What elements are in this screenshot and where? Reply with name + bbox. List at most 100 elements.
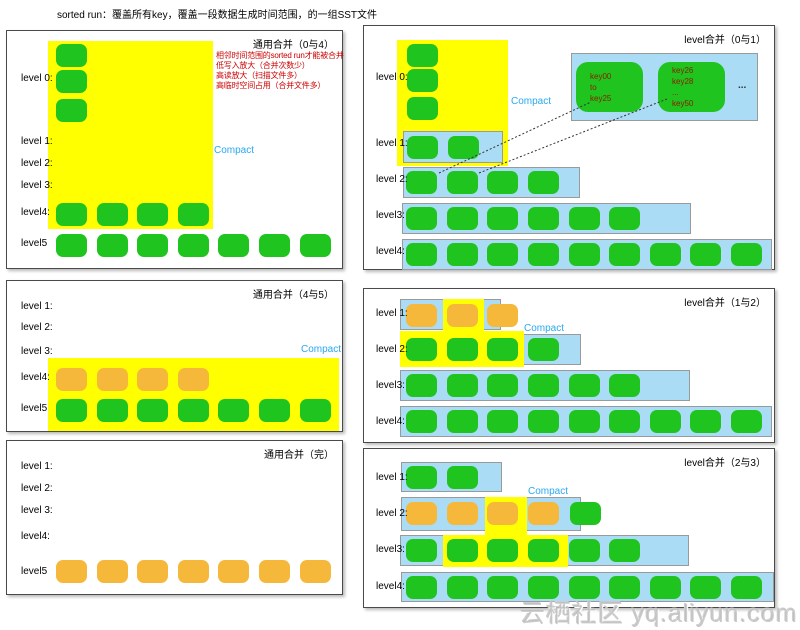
level-label: level5 [21,238,48,249]
panel-title: level合并（2与3） [684,458,766,469]
sst-file-block [56,44,87,67]
sst-file-block [487,338,518,361]
sst-file-block [528,171,559,194]
sst-file-block [447,304,478,327]
annotation-notes: 相邻时间范围的sorted run才能被合并 低写入放大（合并次数少） 高读放大（扫… [216,51,344,91]
sst-file-block [97,234,128,257]
sst-file-block [137,560,168,583]
level-label: level 2: [21,483,53,494]
level-label: level 3: [21,180,53,191]
key-range-line: key00 [590,71,612,81]
sst-file-block [528,243,559,266]
sst-file-block [406,539,437,562]
sst-file-block [137,368,168,391]
sst-file-block [56,560,87,583]
panel-universal-merge-done: 通用合并（完） level 1: level 2: level 3: level4: le… [6,440,343,595]
sst-file-block [487,502,518,525]
sst-file-block [137,234,168,257]
sst-file-block [178,203,209,226]
sst-file-block [569,410,600,433]
level-label: level 2: [21,158,53,169]
level-label: level 1: [376,308,408,319]
key-range-line: key25 [590,93,612,103]
sst-file-block [56,99,87,122]
level-label: level3: [376,544,405,555]
sst-file-block [528,539,559,562]
sst-file-block [487,539,518,562]
level-label: level 1: [376,472,408,483]
sst-file-block [447,576,478,599]
compact-label: Compact [301,344,342,355]
sst-file-block [731,243,762,266]
sst-file-block [528,338,559,361]
sst-file-block [56,368,87,391]
compact-label: Compact [524,323,565,334]
sst-file-block [406,304,437,327]
sst-file-block [570,502,601,525]
diagram-caption: sorted run：覆盖所有key，覆盖一段数据生成时间范围，的一组SST文件 [57,10,378,21]
sst-file-block [406,243,437,266]
sst-file-block [218,234,249,257]
sst-file-block [56,70,87,93]
sst-file-block [609,539,640,562]
sst-file-block [609,576,640,599]
panel-level-merge-0-1: level合并（0与1） key00 to key25 key26 key28... key… [363,25,775,270]
sst-file-block [731,410,762,433]
sst-file-block [259,234,290,257]
panel-universal-merge-4-5: 通用合并（4与5） level 1: level 2: level 3: level4:… [6,280,343,432]
key-range-line: key50 [672,99,694,108]
sst-file-block [300,560,331,583]
sst-file-block [447,171,478,194]
level-label: level 1: [376,138,408,149]
sst-file-block [447,539,478,562]
compact-label: Compact [511,96,552,107]
sst-file-block [178,234,209,257]
key-range-line: ... [672,88,679,97]
sst-file-block [690,410,721,433]
sst-file-block [447,243,478,266]
level-label: level4: [376,246,405,257]
sst-file-block [487,304,518,327]
level-label: level 2: [376,508,408,519]
sst-file-block [406,171,437,194]
sst-file-block [300,399,331,422]
level-label: level 0: [376,72,408,83]
level-label: level 2: [376,174,408,185]
key-range-line: key28 [672,77,694,86]
sst-file-key-range-block: key00 to key25 [576,62,643,112]
key-range-line: to [590,82,597,92]
sst-file-block [528,576,559,599]
sst-file-block [609,410,640,433]
sst-file-block [447,338,478,361]
panel-level-merge-1-2: level合并（1与2） level 1: level 2: level3: level… [363,288,775,443]
sst-file-block [447,410,478,433]
sst-file-block [569,539,600,562]
level-label: level4: [376,581,405,592]
sst-file-block [406,466,437,489]
sst-file-block [447,502,478,525]
level-label: level 1: [21,136,53,147]
annotation-line: 高读放大（扫描文件多） [216,71,302,80]
level-label: level4: [21,531,50,542]
sst-file-block [97,203,128,226]
level-label: level3: [376,210,405,221]
level-label: level4: [21,372,50,383]
sst-file-block [609,374,640,397]
level-label: level3: [376,380,405,391]
sst-file-block [487,207,518,230]
ellipsis-text: ... [738,80,747,91]
sst-file-block [690,243,721,266]
sst-file-block [178,368,209,391]
sst-file-block [56,234,87,257]
panel-title: 通用合并（完） [264,450,334,461]
level-label: level4: [376,416,405,427]
sst-file-block [487,171,518,194]
sst-file-block [137,203,168,226]
sst-file-block [487,576,518,599]
level-label: level 2: [376,344,408,355]
level-label: level5 [21,403,48,414]
panel-level-merge-2-3: level合并（2与3） level 1: level 2: level3: level… [363,448,775,608]
sst-file-block [259,399,290,422]
sst-file-block [487,410,518,433]
